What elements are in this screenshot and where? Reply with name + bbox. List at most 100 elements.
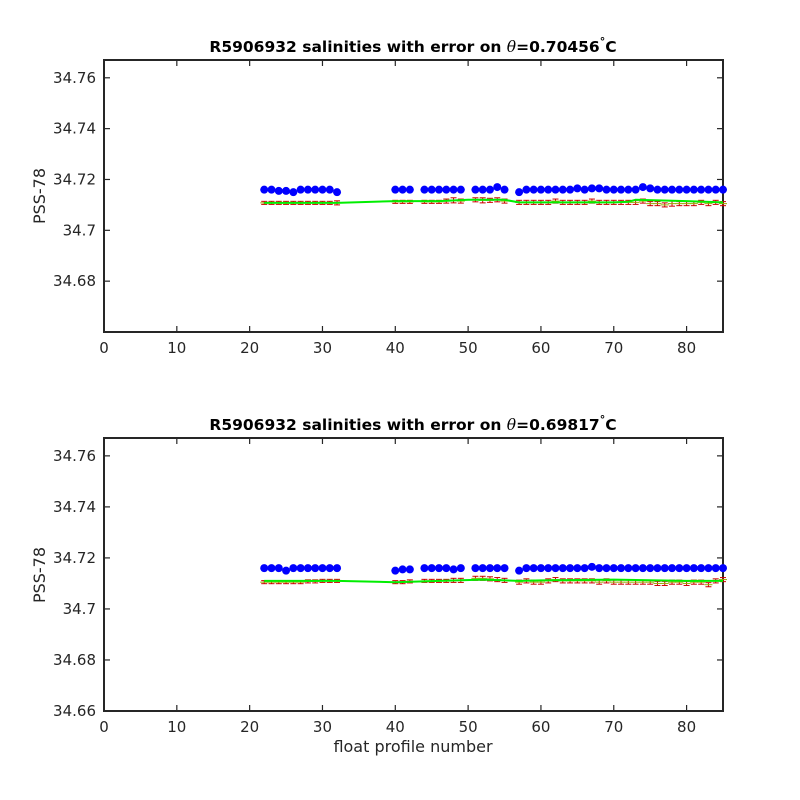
plot-area-top — [103, 59, 724, 333]
data-point — [682, 564, 691, 573]
y-tick-label: 34.74 — [53, 498, 96, 516]
x-tick-label: 80 — [677, 339, 696, 357]
data-point — [617, 564, 626, 573]
subplot-top: 0 10 20 30 40 50 60 70 80 34.68 34.7 34.72 34.74 34.7… — [30, 35, 727, 357]
data-point — [267, 564, 276, 573]
y-tick-label: 34.68 — [53, 272, 96, 290]
data-point — [595, 564, 604, 573]
green-series-line — [264, 578, 723, 584]
y-tick-label: 34.76 — [53, 447, 96, 465]
data-point — [456, 185, 465, 194]
data-point — [289, 188, 298, 197]
data-point — [638, 564, 647, 573]
data-point — [573, 184, 582, 193]
data-point — [587, 184, 596, 193]
y-axis-label-bottom: PSS-78 — [30, 547, 49, 603]
error-bar — [653, 201, 662, 207]
data-point — [485, 185, 494, 194]
data-point — [551, 564, 560, 573]
data-point — [631, 185, 640, 194]
data-point — [544, 564, 553, 573]
data-point — [566, 564, 575, 573]
x-tick-label: 50 — [459, 339, 478, 357]
x-tick-label: 0 — [99, 718, 109, 736]
data-point — [427, 564, 436, 573]
x-tick-label: 30 — [313, 718, 332, 736]
plot-area-bottom — [103, 437, 724, 712]
data-point — [646, 564, 655, 573]
data-point — [653, 185, 662, 194]
ticks-top: 0 10 20 30 40 50 60 70 80 34.68 34.7 34.72 34.74 34.7… — [53, 60, 723, 357]
data-point — [296, 185, 305, 194]
data-point — [515, 566, 524, 575]
chart-title-bottom: R5906932 salinities with error on θ=0.69… — [209, 413, 616, 434]
green-series-line — [264, 198, 724, 204]
data-point — [274, 186, 283, 195]
data-point — [303, 564, 312, 573]
data-point — [398, 185, 407, 194]
data-point — [260, 185, 269, 194]
y-axis-label-top: PSS-78 — [30, 168, 49, 224]
data-point — [602, 185, 611, 194]
data-point — [274, 564, 283, 573]
x-axis-label-bottom: float profile number — [333, 737, 493, 756]
data-point — [617, 185, 626, 194]
data-point — [325, 564, 334, 573]
data-point — [697, 564, 706, 573]
data-point — [515, 188, 524, 197]
x-tick-label: 70 — [604, 339, 623, 357]
data-point — [595, 184, 604, 193]
marks-bottom — [260, 562, 727, 588]
data-point — [558, 564, 567, 573]
y-tick-label: 34.76 — [53, 69, 96, 87]
data-point — [711, 564, 720, 573]
data-point — [318, 185, 327, 194]
data-point — [624, 564, 633, 573]
data-point — [566, 185, 575, 194]
data-point — [558, 185, 567, 194]
data-point — [719, 564, 727, 573]
data-point — [405, 185, 414, 194]
y-tick-label: 34.7 — [63, 600, 96, 618]
x-tick-label: 10 — [167, 718, 186, 736]
data-point — [420, 564, 429, 573]
data-point — [602, 564, 611, 573]
data-point — [289, 564, 298, 573]
error-bar — [704, 582, 713, 588]
data-point — [624, 185, 633, 194]
data-point — [646, 184, 655, 193]
ticks-bottom: 0 10 20 30 40 50 60 70 80 34.66 34.68 34.7 34.72 34.7… — [53, 438, 723, 736]
x-tick-label: 60 — [531, 718, 550, 736]
data-point — [500, 185, 509, 194]
data-point — [333, 564, 342, 573]
data-point — [587, 562, 596, 571]
data-point — [434, 564, 443, 573]
data-point — [282, 186, 291, 195]
x-tick-label: 80 — [677, 718, 696, 736]
data-point — [391, 185, 400, 194]
data-point — [311, 564, 320, 573]
x-tick-label: 10 — [167, 339, 186, 357]
data-point — [449, 565, 458, 574]
data-point — [536, 564, 545, 573]
data-point — [434, 185, 443, 194]
data-point — [493, 564, 502, 573]
data-point — [405, 565, 414, 574]
data-point — [398, 565, 407, 574]
data-point — [580, 564, 589, 573]
y-tick-label: 34.66 — [53, 702, 96, 720]
error-bar — [660, 202, 669, 208]
data-point — [522, 185, 531, 194]
data-point — [471, 564, 480, 573]
data-point — [442, 564, 451, 573]
data-point — [551, 185, 560, 194]
data-point — [638, 183, 647, 192]
data-point — [493, 183, 502, 192]
data-point — [573, 564, 582, 573]
x-tick-label: 40 — [386, 718, 405, 736]
data-point — [631, 564, 640, 573]
y-tick-label: 34.72 — [53, 170, 96, 188]
data-point — [318, 564, 327, 573]
data-point — [420, 185, 429, 194]
